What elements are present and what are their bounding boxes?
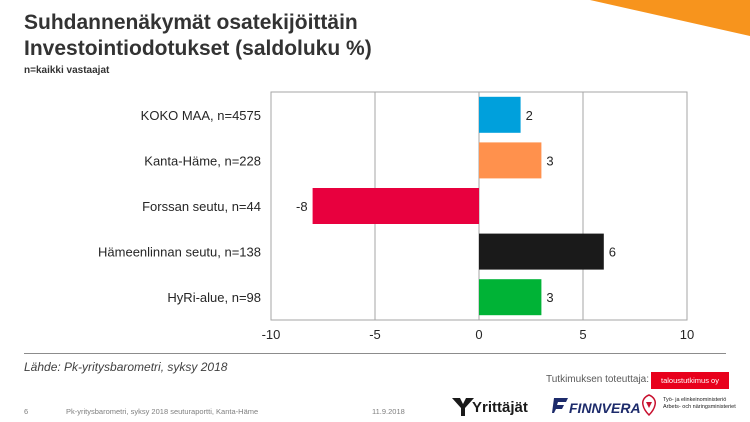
category-label: Hämeenlinnan seutu, n=138: [98, 245, 261, 260]
x-tick-label: 10: [680, 327, 694, 342]
company-badge: taloustutkimus oy: [651, 372, 729, 389]
data-label: 3: [546, 153, 553, 168]
category-label: HyRi-alue, n=98: [167, 290, 261, 305]
yrittajat-logo-icon: [452, 398, 474, 416]
ministry-crest-icon: [642, 394, 656, 417]
bar: [312, 188, 479, 224]
x-tick-label: -5: [369, 327, 381, 342]
ministry-logo-text: Työ- ja elinkeinoministeriö Arbets- och …: [663, 397, 736, 411]
report-name: Pk-yritysbarometri, syksy 2018 seuturapo…: [66, 407, 259, 416]
finnvera-logo-text: FINNVERA: [569, 400, 641, 416]
bar: [479, 279, 542, 316]
data-label: 2: [526, 108, 533, 123]
x-tick-label: 0: [475, 327, 482, 342]
yrittajat-logo-text: Yrittäjät: [472, 399, 528, 416]
page-title: Suhdannenäkymät osatekijöittäin: [24, 11, 358, 34]
page-number: 6: [24, 407, 29, 416]
category-label: Forssan seutu, n=44: [142, 199, 261, 214]
data-label: 6: [609, 245, 616, 260]
report-date: 11.9.2018: [372, 407, 405, 416]
chart-title: Investointiodotukset (saldoluku %): [24, 37, 372, 60]
subtitle: n=kaikki vastaajat: [24, 65, 110, 76]
data-label: 3: [546, 290, 553, 305]
ministry-line-1: Työ- ja elinkeinoministeriö: [663, 397, 727, 403]
finnvera-logo-icon: [552, 398, 568, 413]
bar: [479, 96, 521, 133]
implemented-by-label: Tutkimuksen toteuttaja:: [546, 374, 650, 385]
bar: [479, 142, 542, 179]
x-tick-label: -10: [262, 327, 281, 342]
category-label: KOKO MAA, n=4575: [141, 108, 261, 123]
bar-chart: -10 -5 0 5 10 KOKO MAA, n=4575 2 Kanta-Häme, n=…: [98, 91, 694, 342]
bar: [479, 233, 604, 270]
data-label: -8: [296, 199, 308, 214]
x-tick-label: 5: [579, 327, 586, 342]
category-label: Kanta-Häme, n=228: [144, 153, 261, 168]
source-note: Lähde: Pk-yritysbarometri, syksy 2018: [24, 360, 228, 374]
divider: [24, 353, 726, 354]
corner-stripe: [590, 0, 750, 36]
ministry-line-2: Arbets- och näringsministeriet: [663, 404, 736, 410]
